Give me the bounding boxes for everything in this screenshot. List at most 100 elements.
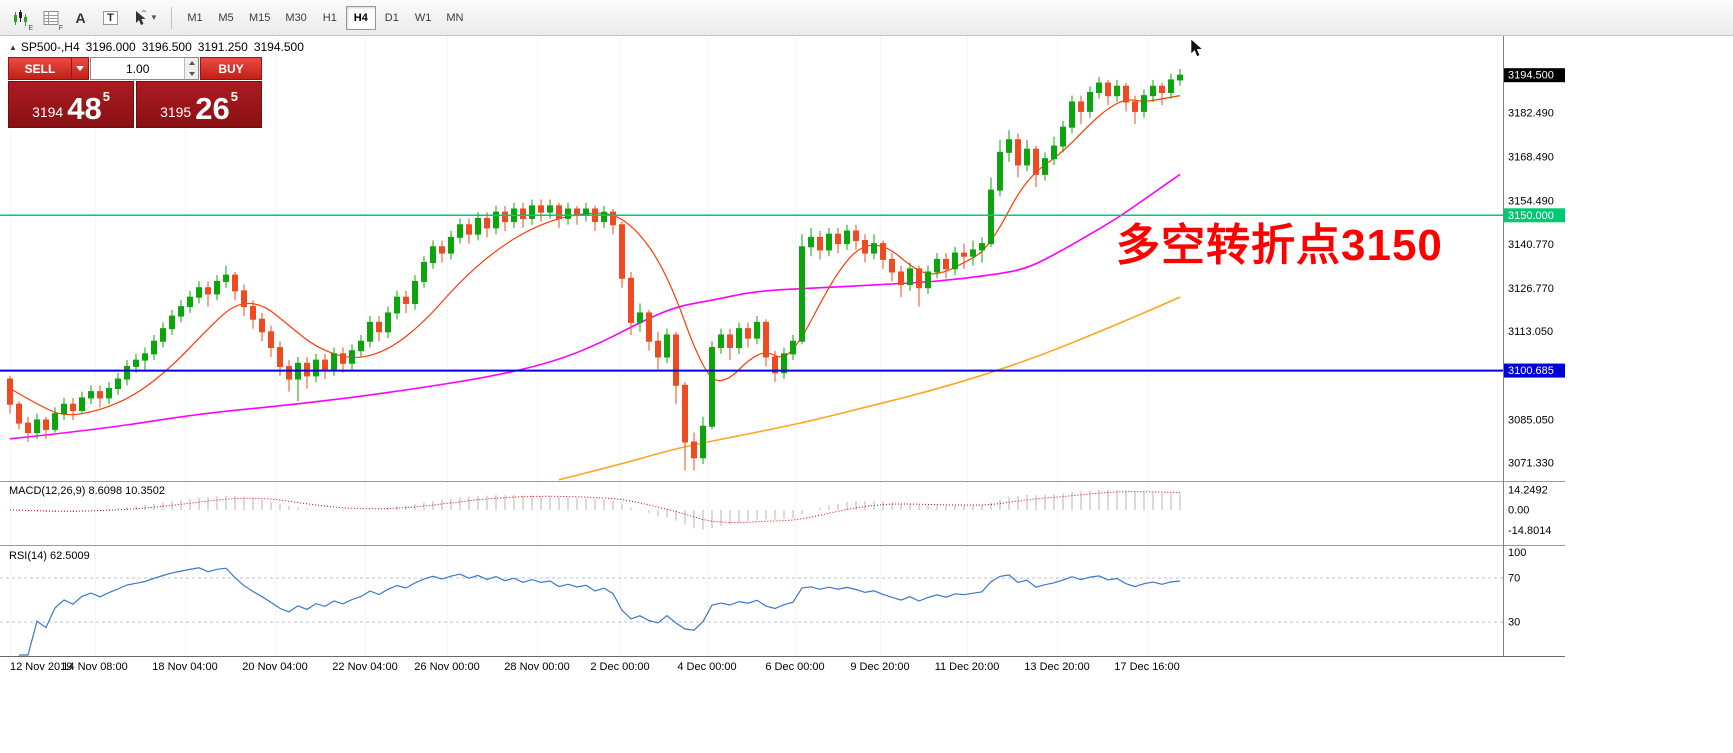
candle-body <box>808 236 814 248</box>
textbox-tool-icon: T <box>103 10 118 25</box>
candle-body <box>1132 101 1138 112</box>
candle-body <box>223 274 229 282</box>
candle-body <box>961 252 967 257</box>
cursor-tool-button[interactable]: ▼ <box>126 4 164 32</box>
timeframe-m30-button[interactable]: M30 <box>278 6 313 30</box>
timeframe-w1-button[interactable]: W1 <box>408 6 439 30</box>
order-options-dropdown[interactable] <box>72 57 89 80</box>
candle-body <box>889 258 895 273</box>
macd-indicator-label: MACD(12,26,9) 8.6098 10.3502 <box>9 485 165 497</box>
candle-body <box>277 347 283 367</box>
candle-body <box>1069 101 1075 128</box>
timeframe-mn-button[interactable]: MN <box>439 6 470 30</box>
timeframe-d1-button[interactable]: D1 <box>377 6 407 30</box>
text-tool-button[interactable]: A <box>66 4 95 32</box>
candles-layer <box>7 68 1183 471</box>
candle-body <box>340 353 346 364</box>
bid-price-display[interactable]: 3194 48 5 <box>8 81 134 128</box>
candle-body <box>43 419 49 430</box>
ask-price-display[interactable]: 3195 26 5 <box>136 81 262 128</box>
cursor-tool-icon <box>136 9 147 25</box>
ohlc-open: 3196.000 <box>85 40 136 54</box>
candle-body <box>925 271 931 289</box>
candle-body <box>952 252 958 270</box>
candle-body <box>349 350 355 364</box>
candle-body <box>286 365 292 380</box>
candle-body <box>97 391 103 399</box>
candle-body <box>475 217 481 235</box>
resistance-level-badge <box>1504 208 1565 223</box>
current-price-badge-label: 3194.500 <box>1508 70 1554 82</box>
ask-price-main: 3195 <box>160 104 192 120</box>
price-axis-scale[interactable] <box>1503 36 1565 656</box>
sell-button[interactable]: SELL <box>8 57 72 80</box>
candle-body <box>331 353 337 371</box>
candle-body <box>880 243 886 260</box>
candle-body <box>412 280 418 304</box>
candle-body <box>1141 95 1147 112</box>
macd-axis-tick: 0.00 <box>1508 505 1529 517</box>
time-axis-label: 18 Nov 04:00 <box>152 661 217 673</box>
time-axis-label: 2 Dec 00:00 <box>590 661 649 673</box>
candle-body <box>61 403 67 415</box>
time-axis-label: 20 Nov 04:00 <box>242 661 307 673</box>
time-axis-label: 4 Dec 00:00 <box>677 661 736 673</box>
candle-body <box>835 233 841 245</box>
volume-input[interactable] <box>91 58 185 79</box>
volume-field <box>90 57 199 80</box>
candle-body <box>1087 92 1093 112</box>
data-window-button[interactable]: F <box>36 4 65 32</box>
textbox-tool-button[interactable]: T <box>96 4 125 32</box>
candle-body <box>709 347 715 427</box>
buy-button[interactable]: BUY <box>200 57 262 80</box>
candle-body <box>1159 85 1165 94</box>
candle-body <box>781 353 787 374</box>
volume-increase-button[interactable] <box>185 58 198 69</box>
chart-type-button[interactable]: E <box>6 4 35 32</box>
mid-ma-line <box>9 173 1181 440</box>
candle-body <box>313 359 319 377</box>
candle-body <box>160 328 166 342</box>
macd-axis-tick: 14.2492 <box>1508 485 1548 497</box>
candle-body <box>799 246 805 342</box>
candle-body <box>628 277 634 323</box>
time-axis-label: 17 Dec 16:00 <box>1114 661 1179 673</box>
bid-price-main: 3194 <box>32 104 64 120</box>
fast-ma-line <box>9 95 1181 416</box>
timeframe-m1-button[interactable]: M1 <box>180 6 210 30</box>
current-price-badge <box>1504 68 1565 83</box>
candle-body <box>844 230 850 245</box>
price-axis-tick: 3126.770 <box>1508 283 1554 295</box>
candle-body <box>997 151 1003 191</box>
rsi-axis-tick: 30 <box>1508 617 1520 629</box>
candle-body <box>79 397 85 412</box>
candle-body <box>133 359 139 367</box>
candle-body <box>250 306 256 320</box>
volume-decrease-button[interactable] <box>185 68 198 79</box>
candle-body <box>565 208 571 219</box>
candle-body <box>322 359 328 371</box>
time-axis-label: 26 Nov 00:00 <box>414 661 479 673</box>
candle-body <box>583 208 589 216</box>
timeframe-m15-button[interactable]: M15 <box>242 6 277 30</box>
timeframe-h1-button[interactable]: H1 <box>315 6 345 30</box>
candle-body <box>916 268 922 289</box>
candle-body <box>979 243 985 251</box>
candle-body <box>88 391 94 399</box>
candle-body <box>196 287 202 298</box>
timeframe-m5-button[interactable]: M5 <box>211 6 241 30</box>
candle-body <box>700 425 706 459</box>
rsi-panel <box>0 567 1503 656</box>
candle-body <box>862 239 868 254</box>
caret-down-icon <box>76 66 84 71</box>
timeframe-h4-button[interactable]: H4 <box>345 5 376 30</box>
candle-body <box>394 296 400 314</box>
candle-body <box>655 340 661 358</box>
candle-body <box>1123 85 1129 103</box>
candle-body <box>1096 82 1102 94</box>
candle-body <box>943 258 949 270</box>
candle-body <box>151 340 157 355</box>
time-axis-scale[interactable] <box>0 657 1565 681</box>
candle-body <box>1114 85 1120 97</box>
